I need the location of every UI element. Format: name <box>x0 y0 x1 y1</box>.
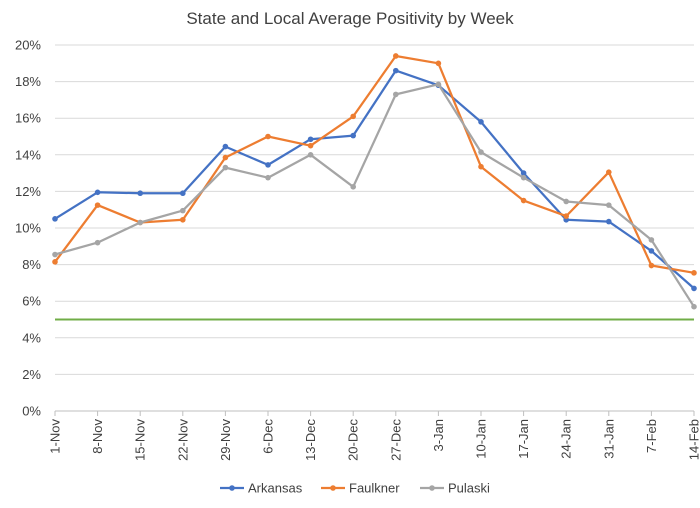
faulkner-line <box>54 54 695 274</box>
arkansas-point <box>478 119 484 125</box>
legend-label: Faulkner <box>349 481 400 496</box>
x-tick-label: 8-Nov <box>90 419 105 454</box>
legend: Arkansas Faulkner Pulaski <box>220 481 490 496</box>
y-tick-label: 16% <box>15 111 41 126</box>
pulaski-point <box>180 207 186 214</box>
arkansas-line <box>54 69 695 290</box>
x-tick-label: 22-Nov <box>175 419 190 461</box>
series-group <box>52 53 697 310</box>
pulaski-point <box>435 81 442 88</box>
y-tick-label: 12% <box>15 184 41 199</box>
legend-label: Pulaski <box>448 481 490 496</box>
arkansas-point <box>222 143 229 150</box>
faulkner-point <box>606 169 612 175</box>
faulkner-point <box>222 154 229 161</box>
arkansas-point <box>180 190 186 197</box>
x-tick-label: 10-Jan <box>474 419 489 459</box>
arkansas-point <box>52 216 58 222</box>
faulkner-point <box>435 60 442 67</box>
y-tick-label: 10% <box>15 221 41 236</box>
x-tick-label: 24-Jan <box>559 419 574 459</box>
x-tick-label: 15-Nov <box>133 419 148 461</box>
legend-item-pulaski: Pulaski <box>420 481 490 496</box>
gridlines <box>55 44 694 412</box>
legend-item-faulkner: Faulkner <box>321 481 400 496</box>
y-axis-ticks: 0% 2% 4% 6% 8% 10% 12% 14% 16% 18% 20% <box>15 38 41 419</box>
x-tick-label: 20-Dec <box>346 419 361 461</box>
legend-swatch-marker <box>429 485 435 491</box>
pulaski-point <box>350 184 357 190</box>
series-faulkner <box>52 53 697 276</box>
x-tick-label: 13-Dec <box>303 419 318 461</box>
legend-item-arkansas: Arkansas <box>220 481 303 496</box>
faulkner-point <box>478 163 484 170</box>
pulaski-point <box>648 237 655 243</box>
x-tick-label: 17-Jan <box>516 419 531 459</box>
pulaski-point <box>137 219 143 226</box>
pulaski-point <box>606 202 612 208</box>
arkansas-point <box>94 189 101 196</box>
legend-swatch-marker <box>330 485 336 491</box>
faulkner-point <box>393 53 399 59</box>
arkansas-point <box>393 67 399 74</box>
arkansas-point <box>648 248 655 254</box>
x-tick-label: 3-Jan <box>431 419 446 452</box>
pulaski-point <box>691 303 697 310</box>
legend-label: Arkansas <box>248 481 303 496</box>
x-tick-label: 7-Feb <box>644 419 659 453</box>
y-tick-label: 6% <box>22 294 41 309</box>
arkansas-point <box>350 132 357 139</box>
pulaski-point <box>393 91 399 98</box>
faulkner-point <box>265 133 271 140</box>
faulkner-point <box>648 262 655 269</box>
x-axis-ticks: 1-Nov 8-Nov 15-Nov 22-Nov 29-Nov 6-Dec 13-Dec 2… <box>48 411 700 461</box>
arkansas-point <box>137 190 143 197</box>
y-tick-label: 20% <box>15 38 41 53</box>
legend-swatch-marker <box>229 485 235 491</box>
faulkner-point <box>563 213 569 219</box>
pulaski-point <box>520 174 527 181</box>
arkansas-point <box>265 162 271 168</box>
series-pulaski <box>52 81 697 310</box>
arkansas-point <box>307 136 314 143</box>
y-tick-label: 0% <box>22 404 41 419</box>
y-tick-label: 18% <box>15 74 41 89</box>
arkansas-point <box>520 170 527 176</box>
x-tick-label: 31-Jan <box>601 419 616 459</box>
pulaski-point <box>307 152 314 158</box>
chart-title: State and Local Average Positivity by We… <box>186 9 514 28</box>
series-arkansas <box>52 67 697 292</box>
pulaski-point <box>52 251 58 258</box>
pulaski-point <box>94 239 101 246</box>
pulaski-point <box>478 149 484 155</box>
pulaski-point <box>222 164 229 171</box>
faulkner-point <box>180 216 186 223</box>
faulkner-point <box>520 197 527 204</box>
faulkner-point <box>52 259 58 265</box>
pulaski-point <box>563 198 569 205</box>
y-tick-label: 8% <box>22 257 41 272</box>
faulkner-point <box>307 142 314 149</box>
arkansas-point <box>691 285 697 292</box>
arkansas-point <box>606 218 612 225</box>
x-tick-label: 1-Nov <box>48 419 63 454</box>
x-tick-label: 14-Feb <box>687 419 700 460</box>
y-tick-label: 2% <box>22 367 41 382</box>
x-tick-label: 27-Dec <box>388 419 403 461</box>
faulkner-point <box>350 113 357 120</box>
y-tick-label: 14% <box>15 147 41 162</box>
x-tick-label: 29-Nov <box>218 419 233 461</box>
x-tick-label: 6-Dec <box>261 419 276 454</box>
pulaski-point <box>265 174 271 181</box>
faulkner-point <box>94 202 101 208</box>
y-tick-label: 4% <box>22 330 41 345</box>
pulaski-line <box>54 83 695 308</box>
faulkner-point <box>691 270 697 276</box>
